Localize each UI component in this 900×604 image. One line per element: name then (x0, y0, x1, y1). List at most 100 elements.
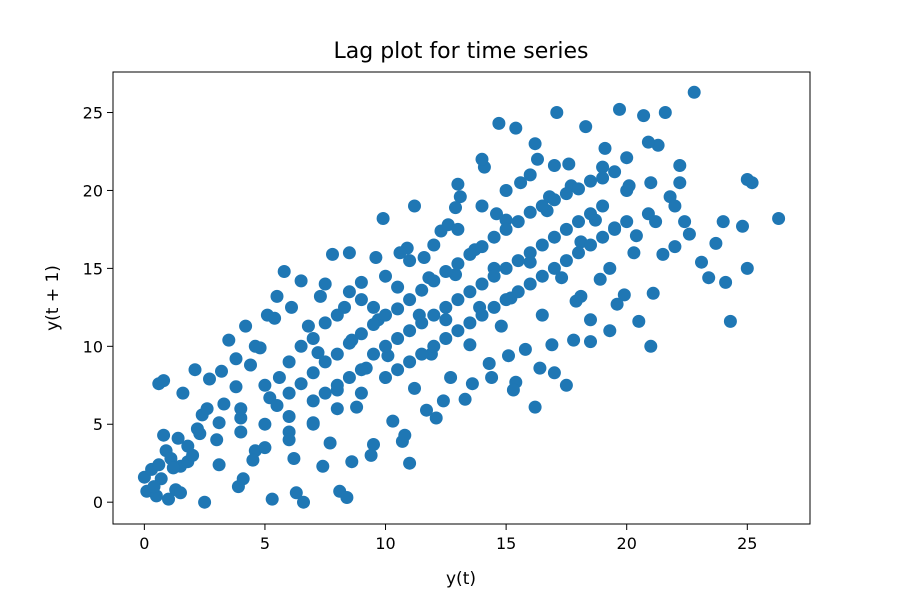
scatter-point (403, 254, 417, 268)
scatter-point (687, 85, 701, 99)
scatter-point (345, 455, 359, 469)
scatter-point (306, 332, 320, 345)
scatter-point (369, 251, 383, 264)
scatter-point (393, 246, 407, 260)
scatter-point (502, 349, 515, 363)
scatter-point (535, 308, 549, 322)
scatter-point (463, 247, 477, 261)
scatter-point (427, 274, 441, 288)
scatter-point (441, 218, 455, 232)
scatter-point (222, 333, 236, 347)
scatter-point (523, 255, 537, 269)
y-tick-label: 25 (83, 104, 103, 123)
scatter-point (723, 314, 737, 328)
scatter-point (258, 441, 272, 455)
scatter-point (475, 308, 489, 322)
scatter-point (439, 300, 453, 314)
scatter-point (444, 371, 458, 384)
scatter-point (506, 383, 520, 397)
scatter-point (367, 300, 380, 314)
scatter-point (326, 247, 339, 261)
scatter-point (702, 271, 716, 285)
scatter-point (562, 157, 576, 171)
scatter-point (490, 207, 503, 221)
scatter-point (203, 372, 216, 386)
scatter-point (632, 314, 646, 328)
scatter-point (152, 458, 166, 472)
scatter-point (451, 293, 465, 307)
scatter-point (593, 272, 607, 286)
scatter-point (367, 347, 380, 361)
scatter-point (301, 319, 315, 333)
scatter-point (364, 448, 378, 462)
scatter-point (234, 402, 248, 416)
scatter-point (535, 238, 549, 252)
scatter-point (559, 187, 573, 201)
scatter-point (463, 338, 477, 352)
scatter-point (533, 361, 547, 375)
scatter-point (485, 371, 499, 384)
scatter-point (449, 201, 462, 215)
scatter-point (673, 176, 687, 190)
scatter-point (465, 377, 479, 391)
scatter-point (282, 355, 296, 369)
scatter-point (463, 285, 477, 299)
scatter-point (574, 289, 588, 303)
scatter-point (391, 302, 405, 316)
scatter-point (482, 357, 496, 370)
scatter-point (234, 411, 248, 425)
scatter-point (376, 212, 390, 225)
scatter-point (668, 240, 682, 254)
scatter-point (285, 300, 298, 314)
scatter-point (282, 433, 296, 447)
scatter-point (572, 182, 585, 196)
scatter-point (391, 280, 405, 294)
plot-frame (112, 71, 811, 525)
scatter-point (166, 461, 180, 475)
x-tick-label: 25 (737, 534, 757, 553)
scatter-point (429, 411, 443, 425)
scatter-point (330, 378, 344, 392)
scatter-point (354, 327, 368, 341)
scatter-point (403, 456, 417, 470)
y-axis-label: y(t + 1) (43, 265, 63, 331)
scatter-point (613, 102, 626, 116)
scatter-point (415, 283, 429, 297)
scatter-point (171, 431, 185, 445)
scatter-point (610, 297, 624, 311)
scatter-point (596, 171, 610, 185)
scatter-point (181, 439, 195, 453)
scatter-point (658, 106, 672, 119)
x-tick-label: 0 (139, 534, 149, 553)
scatter-point (547, 230, 561, 244)
scatter-point (678, 215, 692, 229)
scatter-point (627, 246, 641, 260)
scatter-point (190, 422, 204, 436)
scatter-point (463, 316, 477, 330)
scatter-point (439, 332, 453, 345)
scatter-point (248, 339, 262, 353)
scatter-point (620, 215, 634, 229)
scatter-point (523, 168, 537, 182)
scatter-point (147, 480, 161, 494)
scatter-point (415, 347, 429, 361)
chart-title: Lag plot for time series (334, 39, 589, 64)
scatter-point (644, 176, 658, 190)
scatter-point (772, 212, 786, 225)
scatter-point (342, 371, 356, 384)
scatter-point (318, 316, 332, 330)
scatter-point (656, 247, 670, 261)
scatter-point (200, 402, 214, 416)
scatter-point (567, 333, 581, 347)
scatter-point (316, 459, 330, 473)
scatter-point (403, 324, 417, 338)
scatter-point (282, 386, 296, 400)
scatter-point (408, 381, 421, 395)
scatter-point (313, 289, 327, 303)
scatter-point (354, 275, 368, 289)
scatter-point (367, 438, 380, 451)
y-tick-label: 5 (93, 415, 103, 434)
scatter-point (617, 288, 631, 302)
scatter-point (157, 374, 171, 388)
